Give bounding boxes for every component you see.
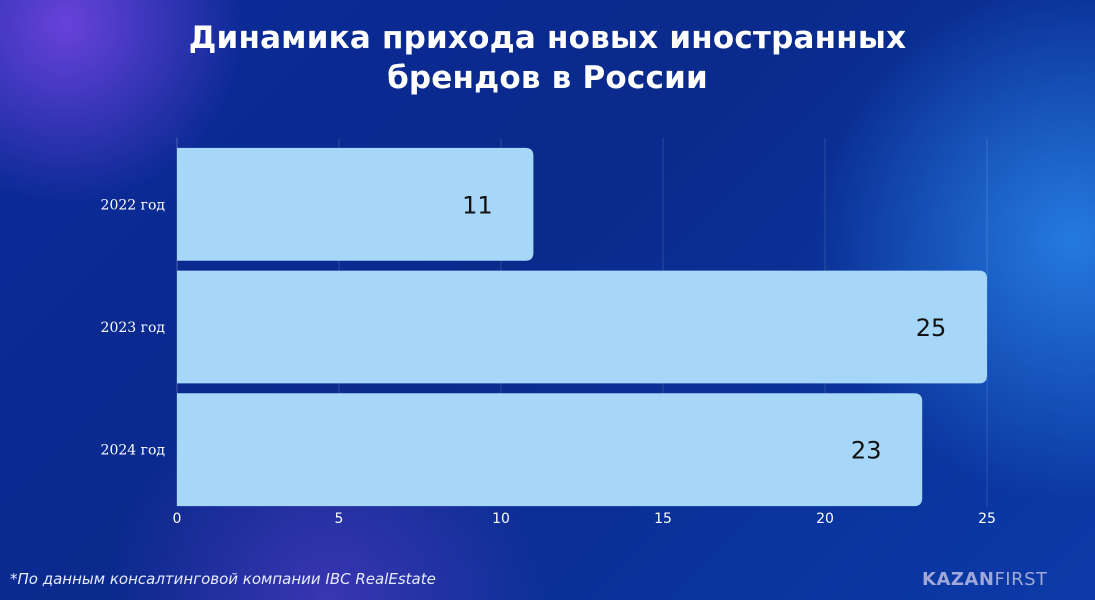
y-category-label: 2024 год bbox=[101, 443, 166, 459]
bar bbox=[177, 393, 923, 507]
x-tick-label: 0 bbox=[173, 511, 182, 527]
x-tick-label: 5 bbox=[335, 511, 344, 527]
x-tick-label: 20 bbox=[816, 511, 834, 527]
bar bbox=[177, 147, 534, 261]
x-tick-label: 10 bbox=[492, 511, 510, 527]
bar bbox=[177, 270, 987, 384]
chart-title-line-1: Динамика прихода новых иностранных bbox=[188, 20, 907, 56]
source-footnote: *По данным консалтинговой компании IBC R… bbox=[10, 570, 436, 588]
bar-value-label: 11 bbox=[462, 191, 493, 219]
brand-logo-part-2: FIRST bbox=[994, 569, 1048, 590]
x-tick-label: 25 bbox=[978, 511, 996, 527]
brand-logo-part-1: KAZAN bbox=[922, 569, 995, 590]
chart-title: Динамика прихода новых иностранных бренд… bbox=[0, 18, 1095, 98]
chart-title-line-2: брендов в России bbox=[387, 60, 708, 96]
y-category-label: 2023 год bbox=[101, 320, 166, 336]
bar-value-label: 25 bbox=[916, 314, 947, 342]
brand-logo: KAZANFIRST bbox=[922, 569, 1048, 590]
x-tick-label: 15 bbox=[654, 511, 672, 527]
y-category-label: 2022 год bbox=[101, 197, 166, 213]
bar-value-label: 23 bbox=[851, 437, 882, 465]
